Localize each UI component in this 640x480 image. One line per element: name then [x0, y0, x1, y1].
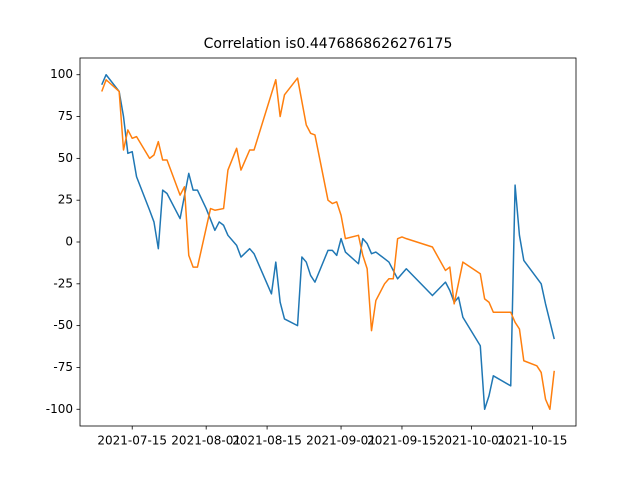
y-tick-label: 100 — [50, 67, 73, 81]
x-tick-label: 2021-09-15 — [367, 434, 437, 448]
y-tick-label: 50 — [58, 151, 73, 165]
y-tick-label: 25 — [58, 193, 73, 207]
x-tick-label: 2021-07-15 — [97, 434, 167, 448]
y-tick-label: -25 — [53, 276, 73, 290]
chart-title: Correlation is0.4476868626276175 — [204, 36, 453, 52]
data-line — [101, 73, 555, 411]
x-tick-label: 2021-08-15 — [232, 434, 302, 448]
y-tick-label: -75 — [53, 360, 73, 374]
y-tick-label: -50 — [53, 318, 73, 332]
x-tick-label: 2021-09-01 — [306, 434, 376, 448]
x-tick-label: 2021-10-01 — [437, 434, 507, 448]
y-tick-label: -100 — [46, 402, 73, 416]
data-line — [101, 77, 555, 411]
x-tick-label: 2021-08-01 — [171, 434, 241, 448]
y-tick-label: 75 — [58, 109, 73, 123]
x-tick-label: 2021-10-15 — [498, 434, 568, 448]
y-tick-label: 0 — [65, 235, 73, 249]
